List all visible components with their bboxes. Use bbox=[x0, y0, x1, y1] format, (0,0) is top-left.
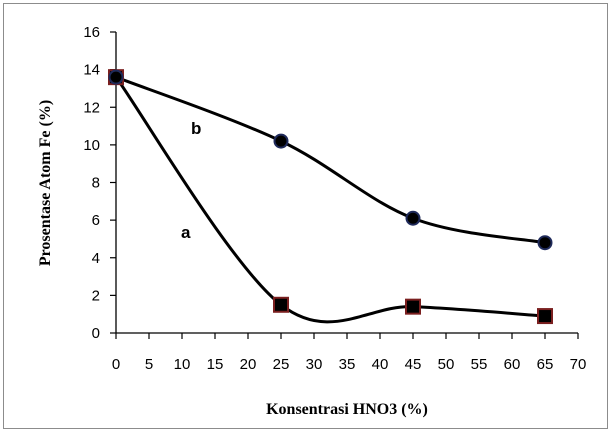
x-tick-label: 20 bbox=[240, 356, 257, 373]
data-point-a bbox=[273, 296, 289, 313]
data-point-b bbox=[405, 210, 421, 226]
x-tick-label: 0 bbox=[112, 356, 120, 373]
tick-labels: 0 2 4 6 8 10 12 14 16 0 5 10 15 20 25 30 35 40 45 50 55 60 65 7… bbox=[83, 24, 586, 373]
x-tick-label: 30 bbox=[306, 356, 323, 373]
y-tick-label: 8 bbox=[92, 175, 100, 192]
x-tick-label: 50 bbox=[438, 356, 455, 373]
series-label-a: a bbox=[181, 223, 191, 242]
series-curves bbox=[114, 75, 546, 324]
series-markers bbox=[108, 69, 553, 325]
y-tick-label: 14 bbox=[83, 62, 100, 79]
y-tick-label: 4 bbox=[92, 250, 100, 267]
x-tick-label: 35 bbox=[339, 356, 356, 373]
x-tick-label: 45 bbox=[405, 356, 422, 373]
x-tick-label: 25 bbox=[273, 356, 290, 373]
data-point-b bbox=[108, 69, 124, 85]
x-tick-label: 10 bbox=[174, 356, 191, 373]
y-tick-label: 6 bbox=[92, 212, 100, 229]
x-tick-label: 5 bbox=[145, 356, 153, 373]
axes bbox=[110, 31, 579, 339]
series-label-b: b bbox=[191, 119, 201, 138]
y-tick-label: 12 bbox=[83, 99, 100, 116]
x-tick-label: 70 bbox=[570, 356, 587, 373]
chart-frame bbox=[3, 3, 608, 429]
y-tick-label: 0 bbox=[92, 325, 100, 342]
series-line-b bbox=[115, 75, 546, 245]
x-tick-label: 55 bbox=[471, 356, 488, 373]
data-point-a bbox=[405, 298, 421, 315]
data-point-a bbox=[537, 308, 553, 325]
data-point-b bbox=[537, 235, 553, 251]
x-tick-label: 40 bbox=[372, 356, 389, 373]
x-tick-label: 15 bbox=[207, 356, 224, 373]
series-line-a bbox=[114, 76, 546, 324]
x-tick-label: 65 bbox=[537, 356, 554, 373]
y-tick-label: 16 bbox=[83, 24, 100, 41]
data-point-b bbox=[273, 133, 289, 149]
y-tick-label: 2 bbox=[92, 287, 100, 304]
x-tick-label: 60 bbox=[504, 356, 521, 373]
y-tick-label: 10 bbox=[83, 137, 100, 154]
y-axis-title: Prosentase Atom Fe (%) bbox=[37, 100, 54, 266]
x-axis-title: Konsentrasi HNO3 (%) bbox=[266, 401, 428, 418]
